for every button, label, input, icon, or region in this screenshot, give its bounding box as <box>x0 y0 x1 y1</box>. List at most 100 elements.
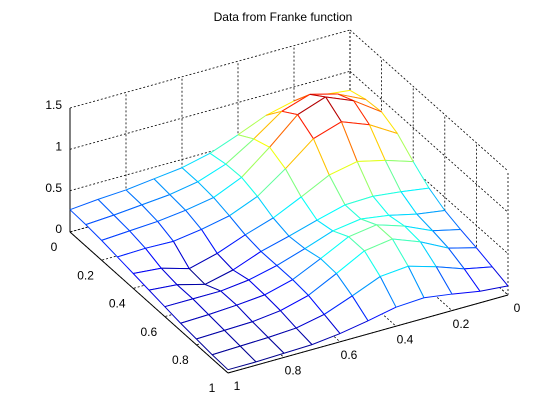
y-tick-label: 0.6 <box>341 348 358 362</box>
mesh-edge <box>185 197 214 211</box>
mesh-edge <box>280 310 297 329</box>
mesh-face <box>252 310 297 338</box>
mesh-edge <box>276 265 293 281</box>
x-tick-label: 0 <box>51 240 58 254</box>
mesh-edge <box>372 191 402 197</box>
mesh-edge <box>476 247 493 268</box>
mesh-edge <box>351 295 369 322</box>
mesh-edge <box>213 176 242 198</box>
x-tick-label: 0.2 <box>77 268 94 282</box>
mesh-edge <box>197 163 227 183</box>
z-tick-label: 1 <box>55 140 62 154</box>
mesh-face <box>357 160 401 197</box>
mesh-edge <box>101 230 130 241</box>
mesh-edge <box>348 236 365 252</box>
mesh-edge <box>463 268 481 292</box>
mesh-edge <box>388 213 417 216</box>
mesh-face <box>229 196 274 235</box>
mesh-edge <box>241 146 270 178</box>
mesh-edge <box>236 294 265 306</box>
mesh-edge <box>360 218 377 226</box>
mesh-edge <box>281 93 311 112</box>
mesh-edge <box>285 138 314 170</box>
mesh-edge <box>176 284 194 300</box>
mesh-edge <box>192 298 209 315</box>
mesh-edge <box>311 333 341 346</box>
mesh-face <box>401 188 445 215</box>
mesh-face <box>238 111 282 139</box>
mesh-face <box>336 250 381 296</box>
mesh-edge <box>388 214 405 227</box>
mesh-edge <box>117 256 134 274</box>
mesh-edge <box>257 168 286 197</box>
mesh-face <box>197 164 242 198</box>
mesh-edge <box>216 253 234 271</box>
mesh-edge <box>419 241 437 268</box>
mesh-face <box>264 279 309 311</box>
mesh-edge <box>185 210 202 230</box>
mesh-edge <box>357 159 386 163</box>
axis-line <box>227 294 509 374</box>
mesh-edge <box>267 337 285 354</box>
mesh-edge <box>356 161 374 197</box>
mesh-edge <box>328 174 346 206</box>
mesh-edge <box>265 100 295 116</box>
mesh-face <box>301 175 345 221</box>
mesh-face <box>280 295 325 329</box>
mesh-edge <box>323 314 341 334</box>
mesh-cell <box>416 209 461 232</box>
mesh-edge <box>265 110 282 116</box>
mesh-edge <box>295 314 325 329</box>
mesh-edge <box>264 294 281 312</box>
chart-title: Data from Franke function <box>214 10 353 24</box>
mesh-edge <box>325 96 354 102</box>
mesh-edge <box>349 89 367 100</box>
mesh-edge <box>248 279 265 296</box>
mesh-edge <box>340 121 358 162</box>
mesh-edge <box>376 224 405 227</box>
mesh-face <box>292 258 337 296</box>
mesh-face <box>212 346 256 370</box>
mesh-edge <box>420 241 449 249</box>
mesh-face <box>296 314 340 345</box>
mesh-face <box>416 210 461 231</box>
mesh-edge <box>213 197 230 217</box>
mesh-edge <box>248 265 278 281</box>
mesh-edge <box>69 209 87 225</box>
mesh-face <box>325 96 370 125</box>
mesh-edge <box>224 321 253 331</box>
mesh-face <box>341 121 386 162</box>
mesh-edge <box>276 248 306 266</box>
mesh-edge <box>444 210 461 230</box>
mesh-edge <box>145 248 162 269</box>
mesh-edge <box>280 294 309 312</box>
mesh-edge <box>132 273 150 291</box>
z-tick-label: 0 <box>55 222 62 236</box>
mesh-edge <box>284 168 302 198</box>
mesh-edge <box>260 251 278 266</box>
mesh-edge <box>253 138 270 148</box>
mesh-edge <box>153 167 183 180</box>
mesh-edge <box>320 258 337 274</box>
mesh-edge <box>308 273 337 296</box>
mesh-edge <box>432 229 461 232</box>
mesh-edge <box>339 320 369 334</box>
mesh-face <box>182 153 226 182</box>
grid-line <box>69 112 351 192</box>
mesh-edge <box>220 279 249 292</box>
mesh-edge <box>141 204 158 222</box>
mesh-edge <box>353 100 370 126</box>
mesh-edge <box>379 276 397 308</box>
x-tick-label: 0.6 <box>140 325 157 339</box>
mesh-edge <box>292 258 321 281</box>
mesh-edge <box>269 114 298 148</box>
mesh-edge <box>380 265 409 278</box>
mesh-edge <box>180 322 197 340</box>
mesh-face <box>225 138 270 178</box>
mesh-face <box>217 234 261 271</box>
mesh-edge <box>255 352 285 363</box>
mesh-edge <box>323 295 353 315</box>
x-tick-label: 1 <box>209 381 216 395</box>
mesh-edge <box>295 327 313 345</box>
